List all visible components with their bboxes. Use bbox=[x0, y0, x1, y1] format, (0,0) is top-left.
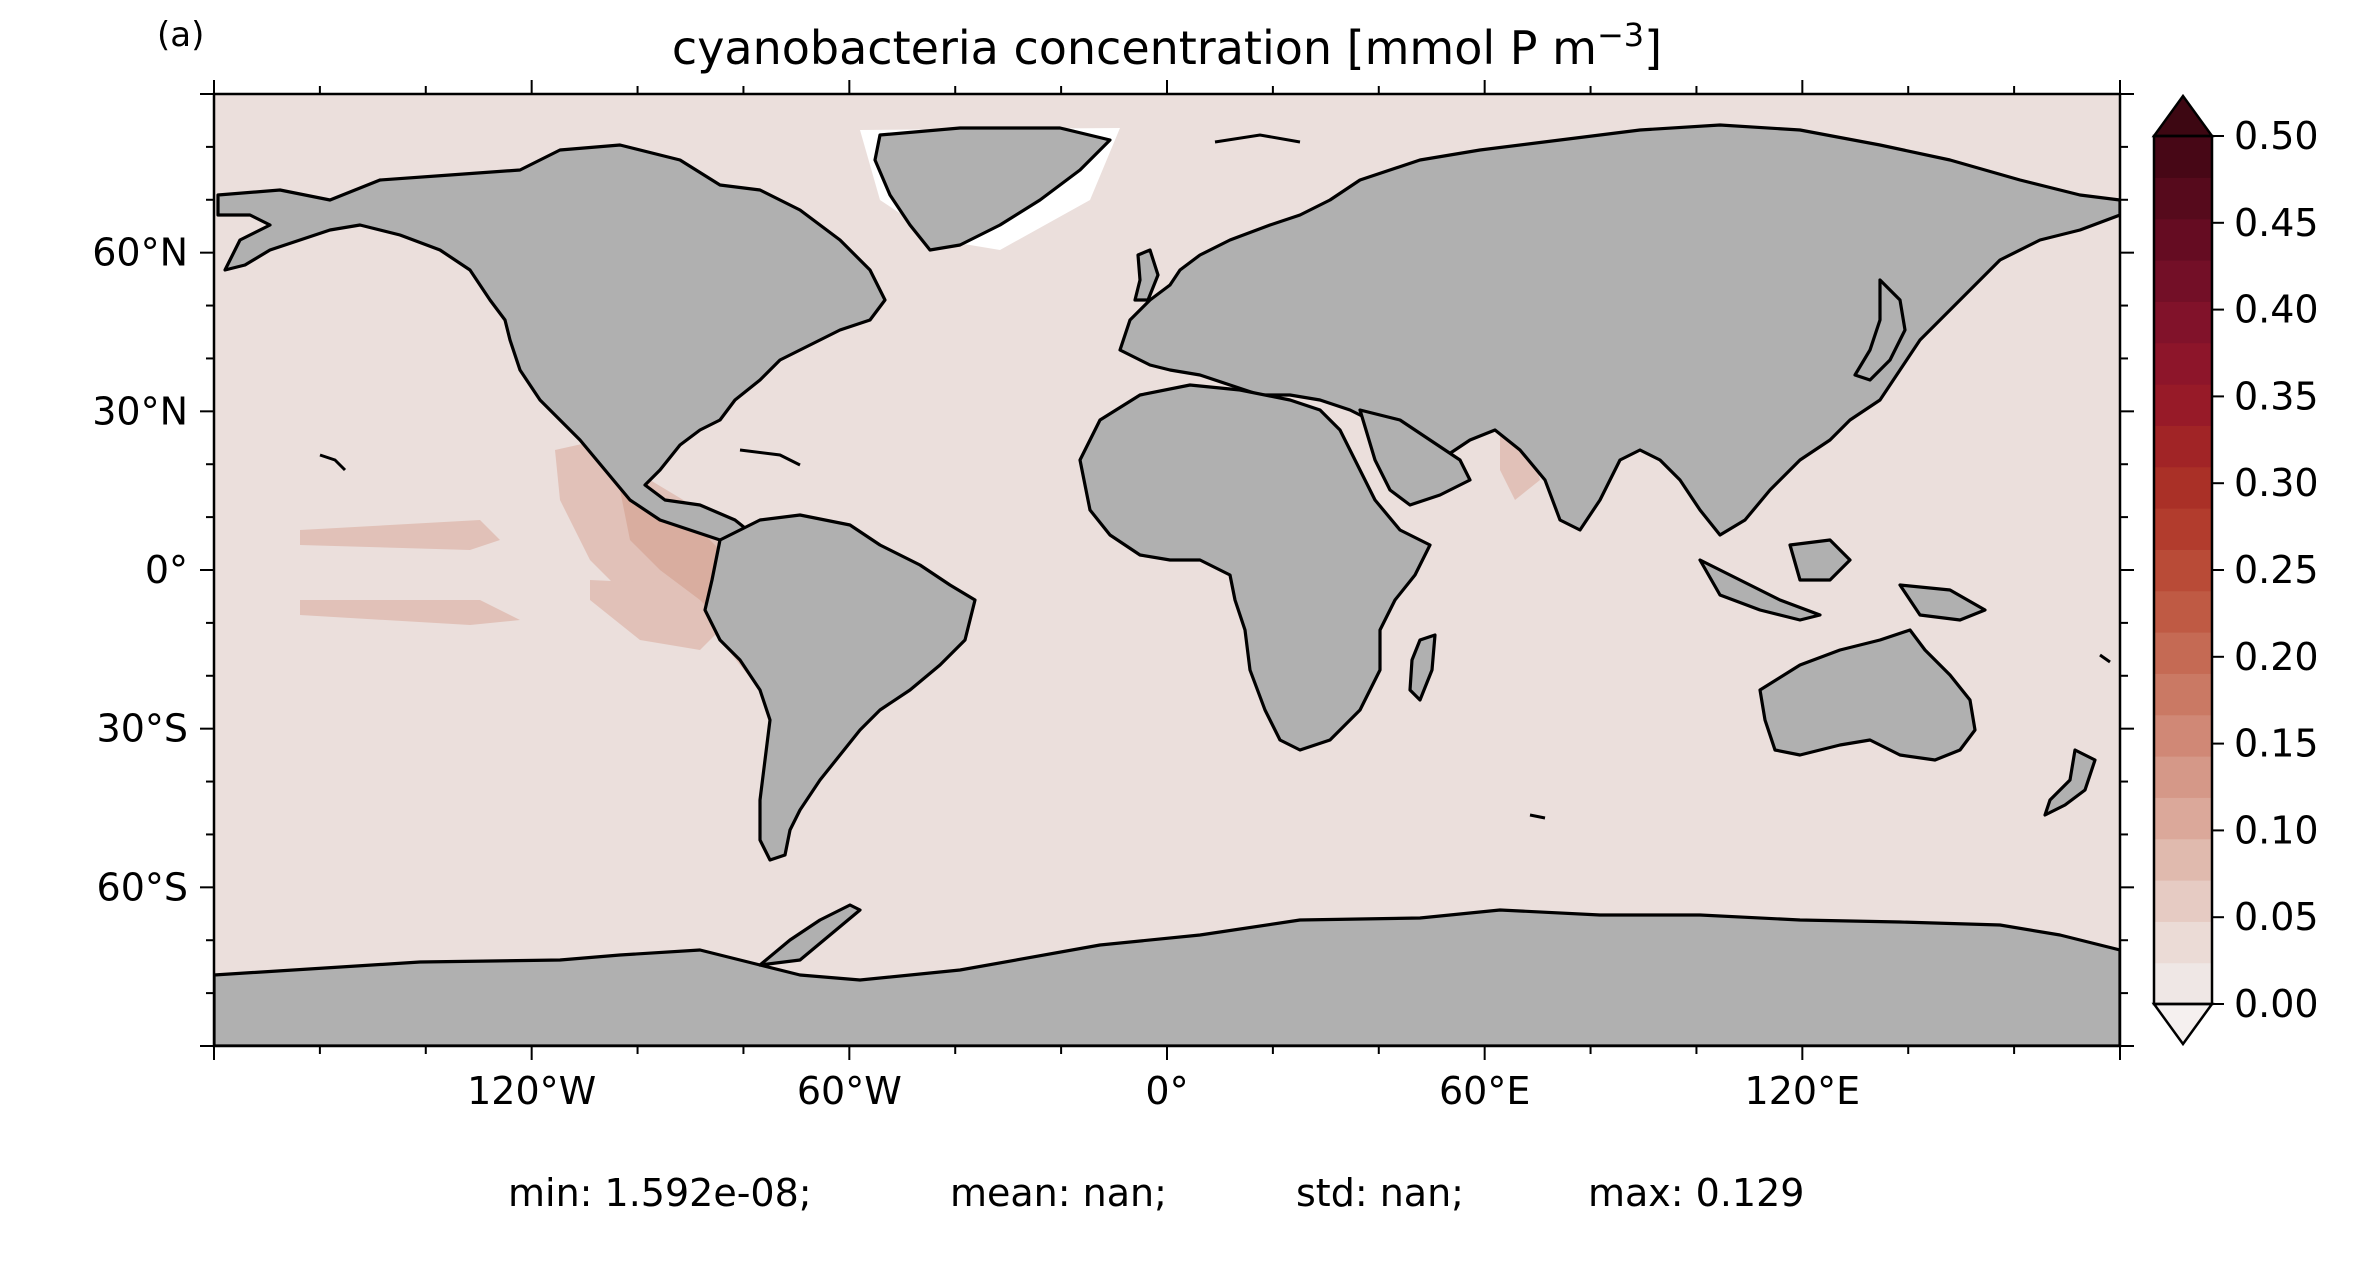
y-axis-labels: 60°N 30°N 0° 30°S 60°S bbox=[92, 231, 188, 910]
colorbar-cell bbox=[2154, 425, 2212, 468]
colorbar-cell bbox=[2154, 301, 2212, 344]
colorbar-tick-label: 0.25 bbox=[2234, 548, 2319, 592]
arabian-peninsula bbox=[1358, 408, 1472, 507]
australia bbox=[1758, 628, 1977, 762]
colorbar-cell bbox=[2154, 962, 2212, 1005]
y-tick-label: 60°N bbox=[92, 231, 188, 275]
north-america bbox=[216, 143, 887, 547]
colorbar-cell bbox=[2154, 921, 2212, 964]
x-tick-label: 0° bbox=[1145, 1069, 1188, 1113]
x-tick-label: 120°W bbox=[467, 1069, 596, 1113]
colorbar-cell bbox=[2154, 880, 2212, 922]
stat-max: max: 0.129 bbox=[1588, 1171, 1804, 1215]
colorbar-tick-label: 0.50 bbox=[2234, 114, 2319, 158]
colorbar-cell bbox=[2154, 466, 2212, 509]
x-axis-labels: 120°W 60°W 0° 60°E 120°E bbox=[467, 1069, 1860, 1113]
x-tick-label: 120°E bbox=[1745, 1069, 1861, 1113]
map-panel bbox=[200, 80, 2134, 1060]
colorbar-tick-label: 0.30 bbox=[2234, 461, 2319, 505]
japan bbox=[1853, 278, 1907, 382]
colorbar-cell bbox=[2154, 260, 2212, 302]
borneo bbox=[1788, 538, 1852, 582]
islands bbox=[319, 133, 2111, 820]
colorbar-cell bbox=[2154, 384, 2212, 426]
colorbar-cell bbox=[2154, 632, 2212, 674]
colorbar-tick-label: 0.35 bbox=[2234, 374, 2319, 418]
antarctic-peninsula bbox=[758, 903, 862, 967]
colorbar-tick-label: 0.40 bbox=[2234, 288, 2319, 332]
south-america bbox=[703, 513, 977, 862]
antarctica bbox=[214, 908, 2120, 1046]
y-tick-label: 0° bbox=[145, 548, 188, 592]
new-guinea bbox=[1898, 583, 1987, 622]
y-tick-label: 30°N bbox=[92, 389, 188, 433]
colorbar: 0.00 0.05 0.10 0.15 0.20 0.25 0.30 0.35 … bbox=[2151, 93, 2319, 1047]
colorbar-tick-label: 0.15 bbox=[2234, 722, 2319, 766]
stat-min: min: 1.592e-08; bbox=[508, 1171, 812, 1215]
land-masses bbox=[214, 123, 2120, 1046]
colorbar-cell bbox=[2154, 756, 2212, 798]
indonesia bbox=[1698, 558, 1822, 622]
colorbar-cell bbox=[2154, 218, 2212, 261]
colorbar-cell bbox=[2154, 136, 2212, 178]
colorbar-cell bbox=[2154, 549, 2212, 592]
map-title: cyanobacteria concentration [mmol P m−3] bbox=[672, 16, 1662, 75]
map-content bbox=[214, 123, 2120, 1046]
new-zealand bbox=[2043, 748, 2097, 817]
greenland bbox=[873, 126, 1112, 252]
y-tick-label: 30°S bbox=[97, 707, 188, 751]
colorbar-cell bbox=[2154, 838, 2212, 881]
stat-std: std: nan; bbox=[1296, 1171, 1464, 1215]
british-isles bbox=[1133, 248, 1160, 302]
colorbar-cell bbox=[2154, 797, 2212, 840]
madagascar bbox=[1408, 633, 1437, 702]
colorbar-ticks bbox=[2212, 135, 2224, 1005]
colorbar-under-extension bbox=[2151, 1002, 2215, 1047]
colorbar-tick-label: 0.05 bbox=[2234, 895, 2319, 939]
x-tick-label: 60°W bbox=[797, 1069, 902, 1113]
colorbar-cell bbox=[2154, 508, 2212, 550]
panel-label: (a) bbox=[157, 15, 204, 55]
colorbar-cell bbox=[2154, 590, 2212, 633]
colorbar-over-extension bbox=[2151, 93, 2215, 138]
stat-mean: mean: nan; bbox=[950, 1171, 1167, 1215]
axis-ticks bbox=[200, 80, 2134, 1060]
colorbar-cell bbox=[2154, 673, 2212, 716]
statistics-line: min: 1.592e-08; mean: nan; std: nan; max… bbox=[508, 1171, 1804, 1215]
colorbar-cells bbox=[2154, 136, 2212, 1005]
colorbar-tick-label: 0.00 bbox=[2234, 982, 2319, 1026]
x-tick-label: 60°E bbox=[1439, 1069, 1530, 1113]
colorbar-cell bbox=[2154, 342, 2212, 385]
africa bbox=[1078, 383, 1432, 752]
colorbar-tick-label: 0.10 bbox=[2234, 808, 2319, 852]
colorbar-cell bbox=[2154, 714, 2212, 757]
y-tick-label: 60°S bbox=[97, 865, 188, 909]
colorbar-tick-label: 0.45 bbox=[2234, 201, 2319, 245]
colorbar-cell bbox=[2154, 177, 2212, 220]
colorbar-tick-label: 0.20 bbox=[2234, 635, 2319, 679]
